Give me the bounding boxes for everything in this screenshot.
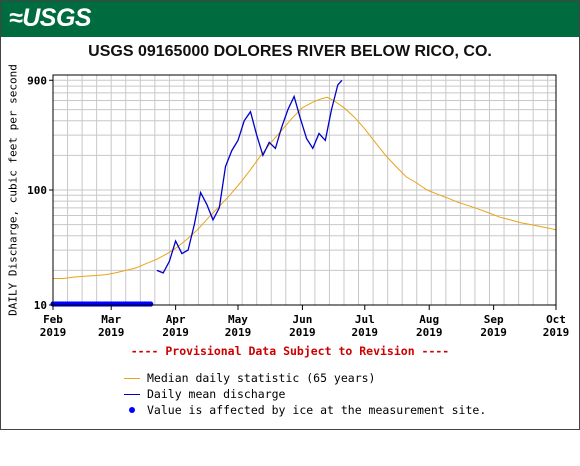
plot-area: 10100900Feb2019Mar2019Apr2019May2019Jun2… (27, 74, 569, 339)
x-tick-month: Apr (166, 313, 186, 326)
usgs-logo[interactable]: ≈USGS (9, 4, 92, 32)
usgs-banner: ≈USGS (1, 1, 579, 37)
chart-title: USGS 09165000 DOLORES RIVER BELOW RICO, … (88, 43, 492, 60)
x-tick-year: 2019 (416, 326, 443, 339)
x-tick-month: Feb (43, 313, 63, 326)
legend-label-daily-mean: Daily mean discharge (147, 387, 286, 401)
x-tick-year: 2019 (480, 326, 507, 339)
legend-swatch-daily-mean (124, 394, 140, 395)
y-tick-label: 900 (27, 74, 47, 87)
x-tick-year: 2019 (352, 326, 379, 339)
x-tick-month: Mar (101, 313, 121, 326)
x-tick-month: Oct (546, 313, 566, 326)
legend-label-median: Median daily statistic (65 years) (147, 371, 376, 385)
x-tick-month: Jun (292, 313, 312, 326)
x-tick-year: 2019 (162, 326, 189, 339)
x-tick-year: 2019 (225, 326, 252, 339)
ice-affected-point (148, 301, 154, 307)
x-tick-year: 2019 (289, 326, 316, 339)
x-tick-month: Sep (484, 313, 504, 326)
grid-lines (53, 75, 556, 305)
y-tick-label: 100 (27, 184, 47, 197)
y-tick-label: 10 (34, 299, 47, 312)
tick-marks (49, 79, 557, 310)
legend-swatch-median (124, 378, 140, 379)
series-median-line (53, 96, 557, 279)
legend-swatch-ice-dot (129, 407, 135, 413)
legend-item-daily-mean: Daily mean discharge (118, 386, 285, 402)
legend-item-ice: Value is affected by ice at the measurem… (118, 402, 486, 418)
x-tick-year: 2019 (543, 326, 570, 339)
legend-label-ice: Value is affected by ice at the measurem… (147, 403, 487, 417)
provisional-notice: ---- Provisional Data Subject to Revisio… (130, 344, 450, 358)
legend: Median daily statistic (65 years) Daily … (118, 370, 486, 418)
x-tick-month: Aug (419, 313, 439, 326)
series-daily-mean-line (156, 79, 343, 274)
legend-item-median: Median daily statistic (65 years) (118, 370, 375, 386)
x-tick-month: May (228, 313, 248, 326)
x-tick-month: Jul (355, 313, 375, 326)
tick-labels: 10100900Feb2019Mar2019Apr2019May2019Jun2… (27, 74, 569, 339)
x-tick-year: 2019 (98, 326, 125, 339)
x-tick-year: 2019 (40, 326, 67, 339)
